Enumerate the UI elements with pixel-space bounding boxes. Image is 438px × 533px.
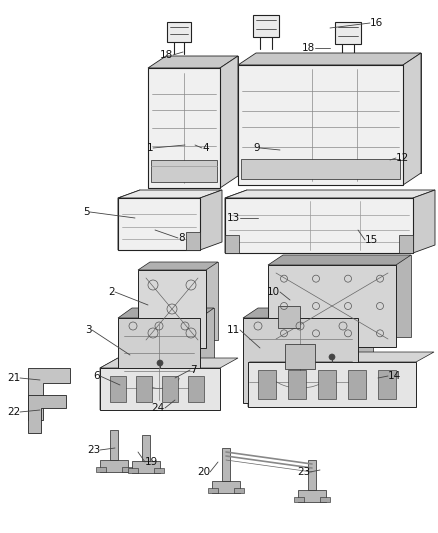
Text: 6: 6 [93, 371, 100, 381]
Polygon shape [130, 333, 138, 348]
Text: 13: 13 [227, 213, 240, 223]
Text: 18: 18 [160, 50, 173, 60]
Polygon shape [256, 53, 421, 173]
Text: 11: 11 [227, 325, 240, 335]
Bar [294, 497, 304, 502]
Polygon shape [248, 352, 266, 407]
Polygon shape [225, 190, 247, 253]
Bar [167, 22, 191, 42]
Text: 22: 22 [7, 407, 20, 417]
Polygon shape [243, 308, 373, 318]
Bar [225, 235, 239, 253]
Polygon shape [166, 56, 238, 176]
Bar [399, 235, 413, 253]
Polygon shape [118, 308, 214, 318]
Polygon shape [148, 56, 238, 68]
Bar [212, 481, 240, 493]
Bar [154, 468, 164, 473]
Polygon shape [268, 255, 411, 265]
Bar [378, 370, 396, 399]
Bar [348, 370, 366, 399]
Polygon shape [118, 198, 200, 250]
Text: 5: 5 [83, 207, 90, 217]
Polygon shape [220, 56, 238, 188]
Bar [128, 468, 138, 473]
Polygon shape [100, 368, 220, 410]
Polygon shape [238, 53, 421, 65]
Polygon shape [118, 190, 222, 198]
Bar [285, 343, 315, 368]
Bar [96, 467, 106, 472]
Polygon shape [283, 255, 411, 337]
Polygon shape [200, 190, 222, 250]
Bar [258, 370, 276, 399]
Polygon shape [243, 318, 358, 403]
Bar [222, 448, 230, 481]
Polygon shape [132, 308, 214, 396]
Polygon shape [138, 262, 218, 270]
Text: 20: 20 [197, 467, 210, 477]
Bar [234, 488, 244, 493]
Bar [122, 467, 132, 472]
Polygon shape [148, 68, 220, 188]
Polygon shape [258, 308, 373, 393]
Polygon shape [28, 395, 66, 433]
Bar [186, 232, 200, 250]
Text: 4: 4 [202, 143, 208, 153]
Text: 24: 24 [152, 403, 165, 413]
Polygon shape [118, 190, 140, 250]
Polygon shape [28, 368, 70, 420]
Text: 7: 7 [190, 365, 197, 375]
Polygon shape [138, 270, 206, 348]
Bar [320, 497, 330, 502]
Bar [335, 22, 361, 44]
Polygon shape [413, 190, 435, 253]
Text: 12: 12 [396, 153, 409, 163]
Bar [142, 435, 150, 461]
Polygon shape [118, 318, 200, 406]
Bar [253, 15, 279, 37]
Polygon shape [238, 65, 403, 185]
Polygon shape [100, 358, 118, 410]
Bar [151, 160, 217, 182]
Polygon shape [100, 358, 238, 368]
Polygon shape [248, 362, 416, 407]
Text: 14: 14 [388, 371, 401, 381]
Text: 23: 23 [87, 445, 100, 455]
Text: 21: 21 [7, 373, 20, 383]
Text: 1: 1 [146, 143, 153, 153]
Bar [110, 376, 126, 402]
Bar [100, 460, 128, 472]
Bar [241, 159, 400, 179]
Circle shape [329, 354, 335, 360]
Bar [288, 370, 306, 399]
Polygon shape [225, 190, 435, 198]
Polygon shape [268, 265, 396, 347]
Text: 9: 9 [253, 143, 260, 153]
Text: 10: 10 [267, 287, 280, 297]
Polygon shape [248, 352, 434, 362]
Bar [278, 306, 300, 328]
Text: 19: 19 [145, 457, 158, 467]
Bar [188, 376, 204, 402]
Text: 18: 18 [302, 43, 315, 53]
Text: 2: 2 [108, 287, 115, 297]
Text: 16: 16 [370, 18, 383, 28]
Bar [208, 488, 218, 493]
Polygon shape [225, 198, 413, 253]
Circle shape [157, 360, 163, 366]
Bar [132, 461, 160, 473]
Text: 8: 8 [178, 233, 185, 243]
Polygon shape [150, 262, 218, 340]
Bar [318, 370, 336, 399]
Bar [110, 430, 118, 460]
Bar [298, 490, 326, 502]
Polygon shape [403, 53, 421, 185]
Text: 3: 3 [85, 325, 92, 335]
Bar [136, 376, 152, 402]
Text: 23: 23 [297, 467, 310, 477]
Text: 15: 15 [365, 235, 378, 245]
Bar [308, 460, 316, 490]
Bar [162, 376, 178, 402]
